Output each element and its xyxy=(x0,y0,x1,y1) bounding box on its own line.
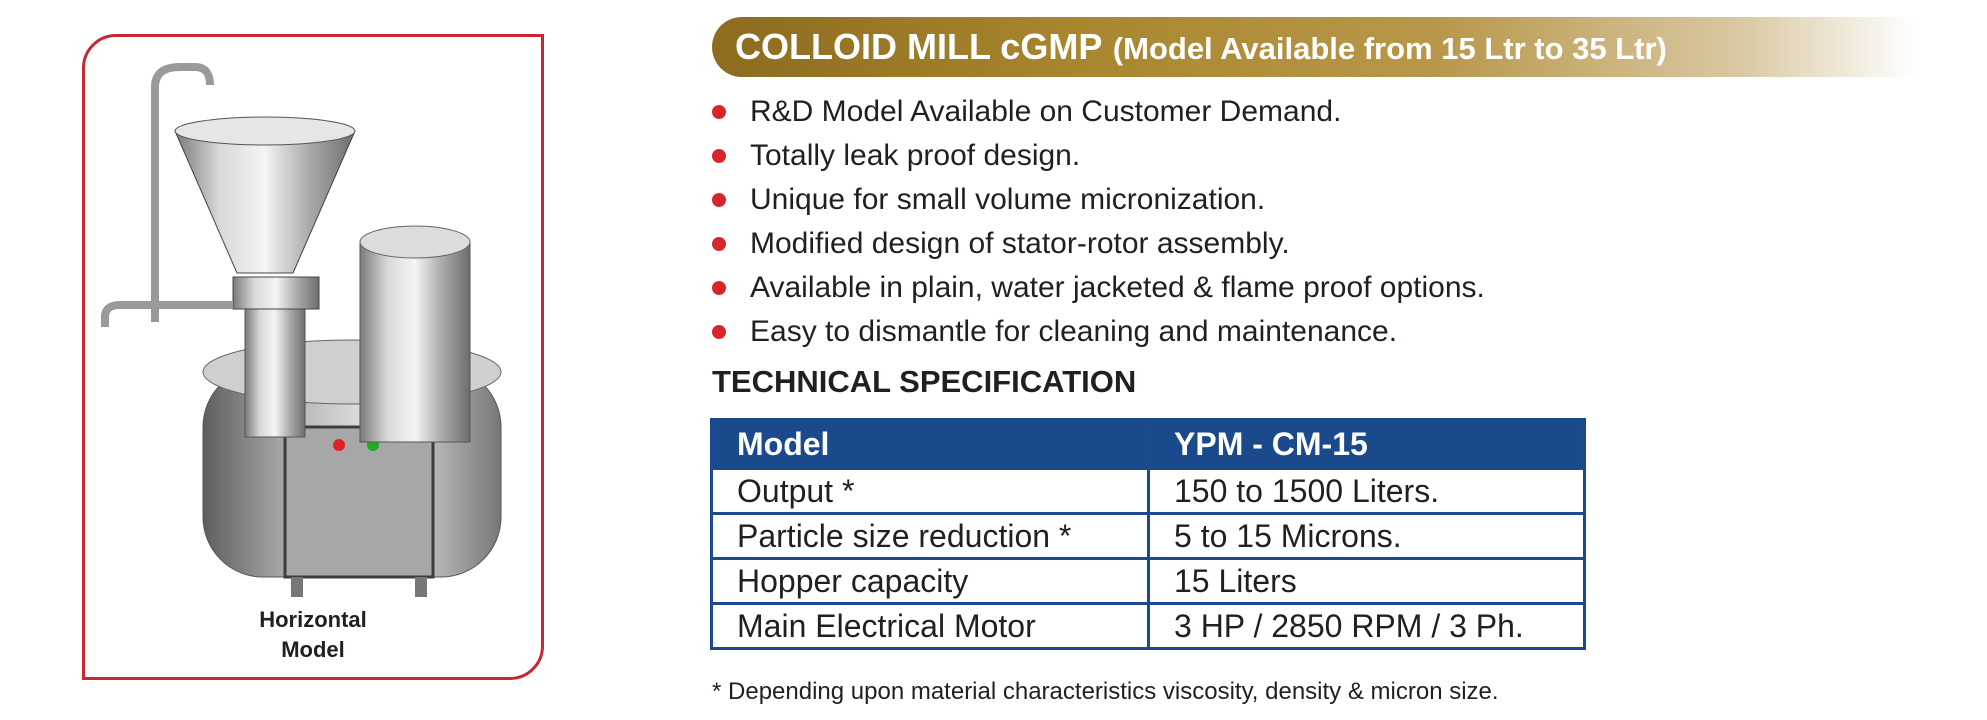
spec-label: Hopper capacity xyxy=(710,557,1150,605)
table-row: Hopper capacity 15 Liters xyxy=(710,557,1586,605)
title-main: COLLOID MILL cGMP xyxy=(735,26,1103,67)
image-caption: Horizontal Model xyxy=(85,605,541,665)
spec-value: 5 to 15 Microns. xyxy=(1147,512,1586,560)
feature-item: Available in plain, water jacketed & fla… xyxy=(712,266,1485,310)
bullet-icon xyxy=(712,105,726,119)
bullet-icon xyxy=(712,281,726,295)
spec-value: 15 Liters xyxy=(1147,557,1586,605)
feature-list: R&D Model Available on Customer Demand. … xyxy=(712,90,1485,354)
feature-item: Modified design of stator-rotor assembly… xyxy=(712,222,1485,266)
bullet-icon xyxy=(712,325,726,339)
bullet-icon xyxy=(712,237,726,251)
feature-text: Modified design of stator-rotor assembly… xyxy=(750,227,1290,260)
table-row: Output * 150 to 1500 Liters. xyxy=(710,467,1586,515)
table-row: Main Electrical Motor 3 HP / 2850 RPM / … xyxy=(710,602,1586,650)
feature-text: Totally leak proof design. xyxy=(750,139,1081,172)
spec-header-cell: Model xyxy=(710,418,1150,470)
feature-item: Unique for small volume micronization. xyxy=(712,178,1485,222)
spec-header-cell: YPM - CM-15 xyxy=(1147,418,1586,470)
feature-item: R&D Model Available on Customer Demand. xyxy=(712,90,1485,134)
bullet-icon xyxy=(712,193,726,207)
spec-table: Model YPM - CM-15 Output * 150 to 1500 L… xyxy=(710,418,1586,650)
spec-label: Particle size reduction * xyxy=(710,512,1150,560)
colloid-mill-image xyxy=(101,63,502,597)
feature-text: R&D Model Available on Customer Demand. xyxy=(750,95,1342,128)
spec-heading: TECHNICAL SPECIFICATION xyxy=(712,364,1137,399)
feature-text: Easy to dismantle for cleaning and maint… xyxy=(750,315,1398,348)
feature-item: Easy to dismantle for cleaning and maint… xyxy=(712,310,1485,354)
caption-line-2: Model xyxy=(281,637,345,662)
title-banner xyxy=(712,17,1916,77)
spec-label: Output * xyxy=(710,467,1150,515)
feature-text: Unique for small volume micronization. xyxy=(750,183,1266,216)
footnote: * Depending upon material characteristic… xyxy=(712,678,1499,705)
spec-header-row: Model YPM - CM-15 xyxy=(710,418,1586,470)
feature-item: Totally leak proof design. xyxy=(712,134,1485,178)
title-subtitle: (Model Available from 15 Ltr to 35 Ltr) xyxy=(1112,31,1667,66)
bullet-icon xyxy=(712,149,726,163)
page-title: COLLOID MILL cGMP (Model Available from … xyxy=(735,22,1667,72)
spec-label: Main Electrical Motor xyxy=(710,602,1150,650)
spec-value: 3 HP / 2850 RPM / 3 Ph. xyxy=(1147,602,1586,650)
feature-text: Available in plain, water jacketed & fla… xyxy=(750,271,1485,304)
spec-value: 150 to 1500 Liters. xyxy=(1147,467,1586,515)
product-photo-frame: Horizontal Model xyxy=(82,34,544,680)
caption-line-1: Horizontal xyxy=(259,607,367,632)
table-row: Particle size reduction * 5 to 15 Micron… xyxy=(710,512,1586,560)
